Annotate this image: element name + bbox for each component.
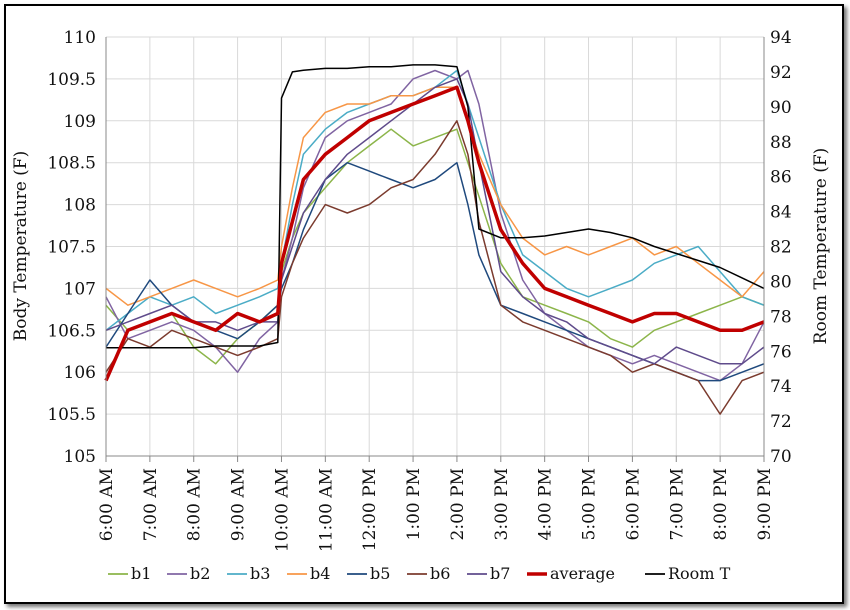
series-line-room-t <box>106 64 765 349</box>
legend-label-b6: b6 <box>430 564 450 583</box>
y2-tick-label: 88 <box>770 133 792 153</box>
x-tick-label: 3:00 PM <box>492 468 512 540</box>
x-tick-label: 9:00 AM <box>229 468 249 541</box>
y-tick-label: 107.5 <box>47 238 96 258</box>
x-tick-label: 11:00 AM <box>316 468 336 552</box>
y2-tick-label: 70 <box>770 447 792 467</box>
x-tick-label: 6:00 AM <box>97 468 117 541</box>
x-tick-label: 5:00 PM <box>580 468 600 540</box>
series-line-b7 <box>105 78 765 365</box>
x-tick-label: 7:00 AM <box>141 468 161 541</box>
legend-label-b2: b2 <box>190 564 210 583</box>
legend-label-b3: b3 <box>250 564 270 583</box>
series-line-average <box>104 85 765 382</box>
y-tick-label: 105 <box>64 447 96 467</box>
x-tick-label: 9:00 PM <box>755 468 775 540</box>
x-tick-label: 8:00 AM <box>185 468 205 541</box>
y-tick-label: 108 <box>64 196 96 216</box>
x-tick-label: 8:00 PM <box>711 468 731 540</box>
legend-label-b1: b1 <box>131 564 151 583</box>
y2-tick-label: 74 <box>770 377 792 397</box>
y-tick-label: 105.5 <box>47 405 96 425</box>
axes: 105 105.5 106 106.5 107 107.5 108 108.5 109 109.5… <box>47 28 791 552</box>
series-line-b6 <box>105 120 765 415</box>
x-tick-label: 6:00 PM <box>623 468 643 540</box>
series-line-b3 <box>105 69 765 331</box>
legend: b1 b2 b3 b4 b5 b6 b7 average Room T <box>108 564 731 583</box>
x-tick-label: 10:00 AM <box>272 468 292 552</box>
y2-tick-label: 76 <box>770 342 792 362</box>
x-tick-label: 7:00 PM <box>667 468 687 540</box>
y-tick-label: 106 <box>64 363 96 383</box>
y-tick-label: 110 <box>64 28 96 48</box>
legend-label-room-t: Room T <box>668 564 731 583</box>
series-line-b4 <box>105 86 765 306</box>
y-tick-label: 109.5 <box>47 70 96 90</box>
y2-tick-label: 92 <box>770 63 792 83</box>
y2-tick-label: 90 <box>770 98 792 118</box>
y2-tick-label: 82 <box>770 238 792 258</box>
y-tick-label: 107 <box>64 279 96 299</box>
y-axis-label: Body Temperature (F) <box>11 151 31 341</box>
y-tick-label: 108.5 <box>47 154 96 174</box>
x-tick-label: 2:00 PM <box>448 468 468 540</box>
legend-label-b4: b4 <box>310 564 330 583</box>
y-tick-label: 106.5 <box>47 321 96 341</box>
x-tick-label: 12:00 PM <box>360 468 380 551</box>
series-line-b2 <box>105 69 765 382</box>
y2-tick-label: 94 <box>770 28 792 48</box>
y-tick-label: 109 <box>64 112 96 132</box>
legend-label-average: average <box>550 564 615 583</box>
x-tick-label: 4:00 PM <box>536 468 556 540</box>
y2-tick-label: 80 <box>770 272 792 292</box>
y2-tick-label: 86 <box>770 168 792 188</box>
x-tick-label: 1:00 PM <box>404 468 424 540</box>
legend-label-b7: b7 <box>490 564 510 583</box>
plot-area <box>104 64 765 415</box>
series-line-b5 <box>105 161 765 382</box>
legend-label-b5: b5 <box>370 564 390 583</box>
y2-tick-label: 78 <box>770 307 792 327</box>
y2-axis-label: Room Temperature (F) <box>811 148 831 345</box>
y2-tick-label: 72 <box>770 412 792 432</box>
y2-tick-label: 84 <box>770 203 792 223</box>
chart-frame <box>4 4 844 604</box>
gridlines <box>105 36 765 457</box>
